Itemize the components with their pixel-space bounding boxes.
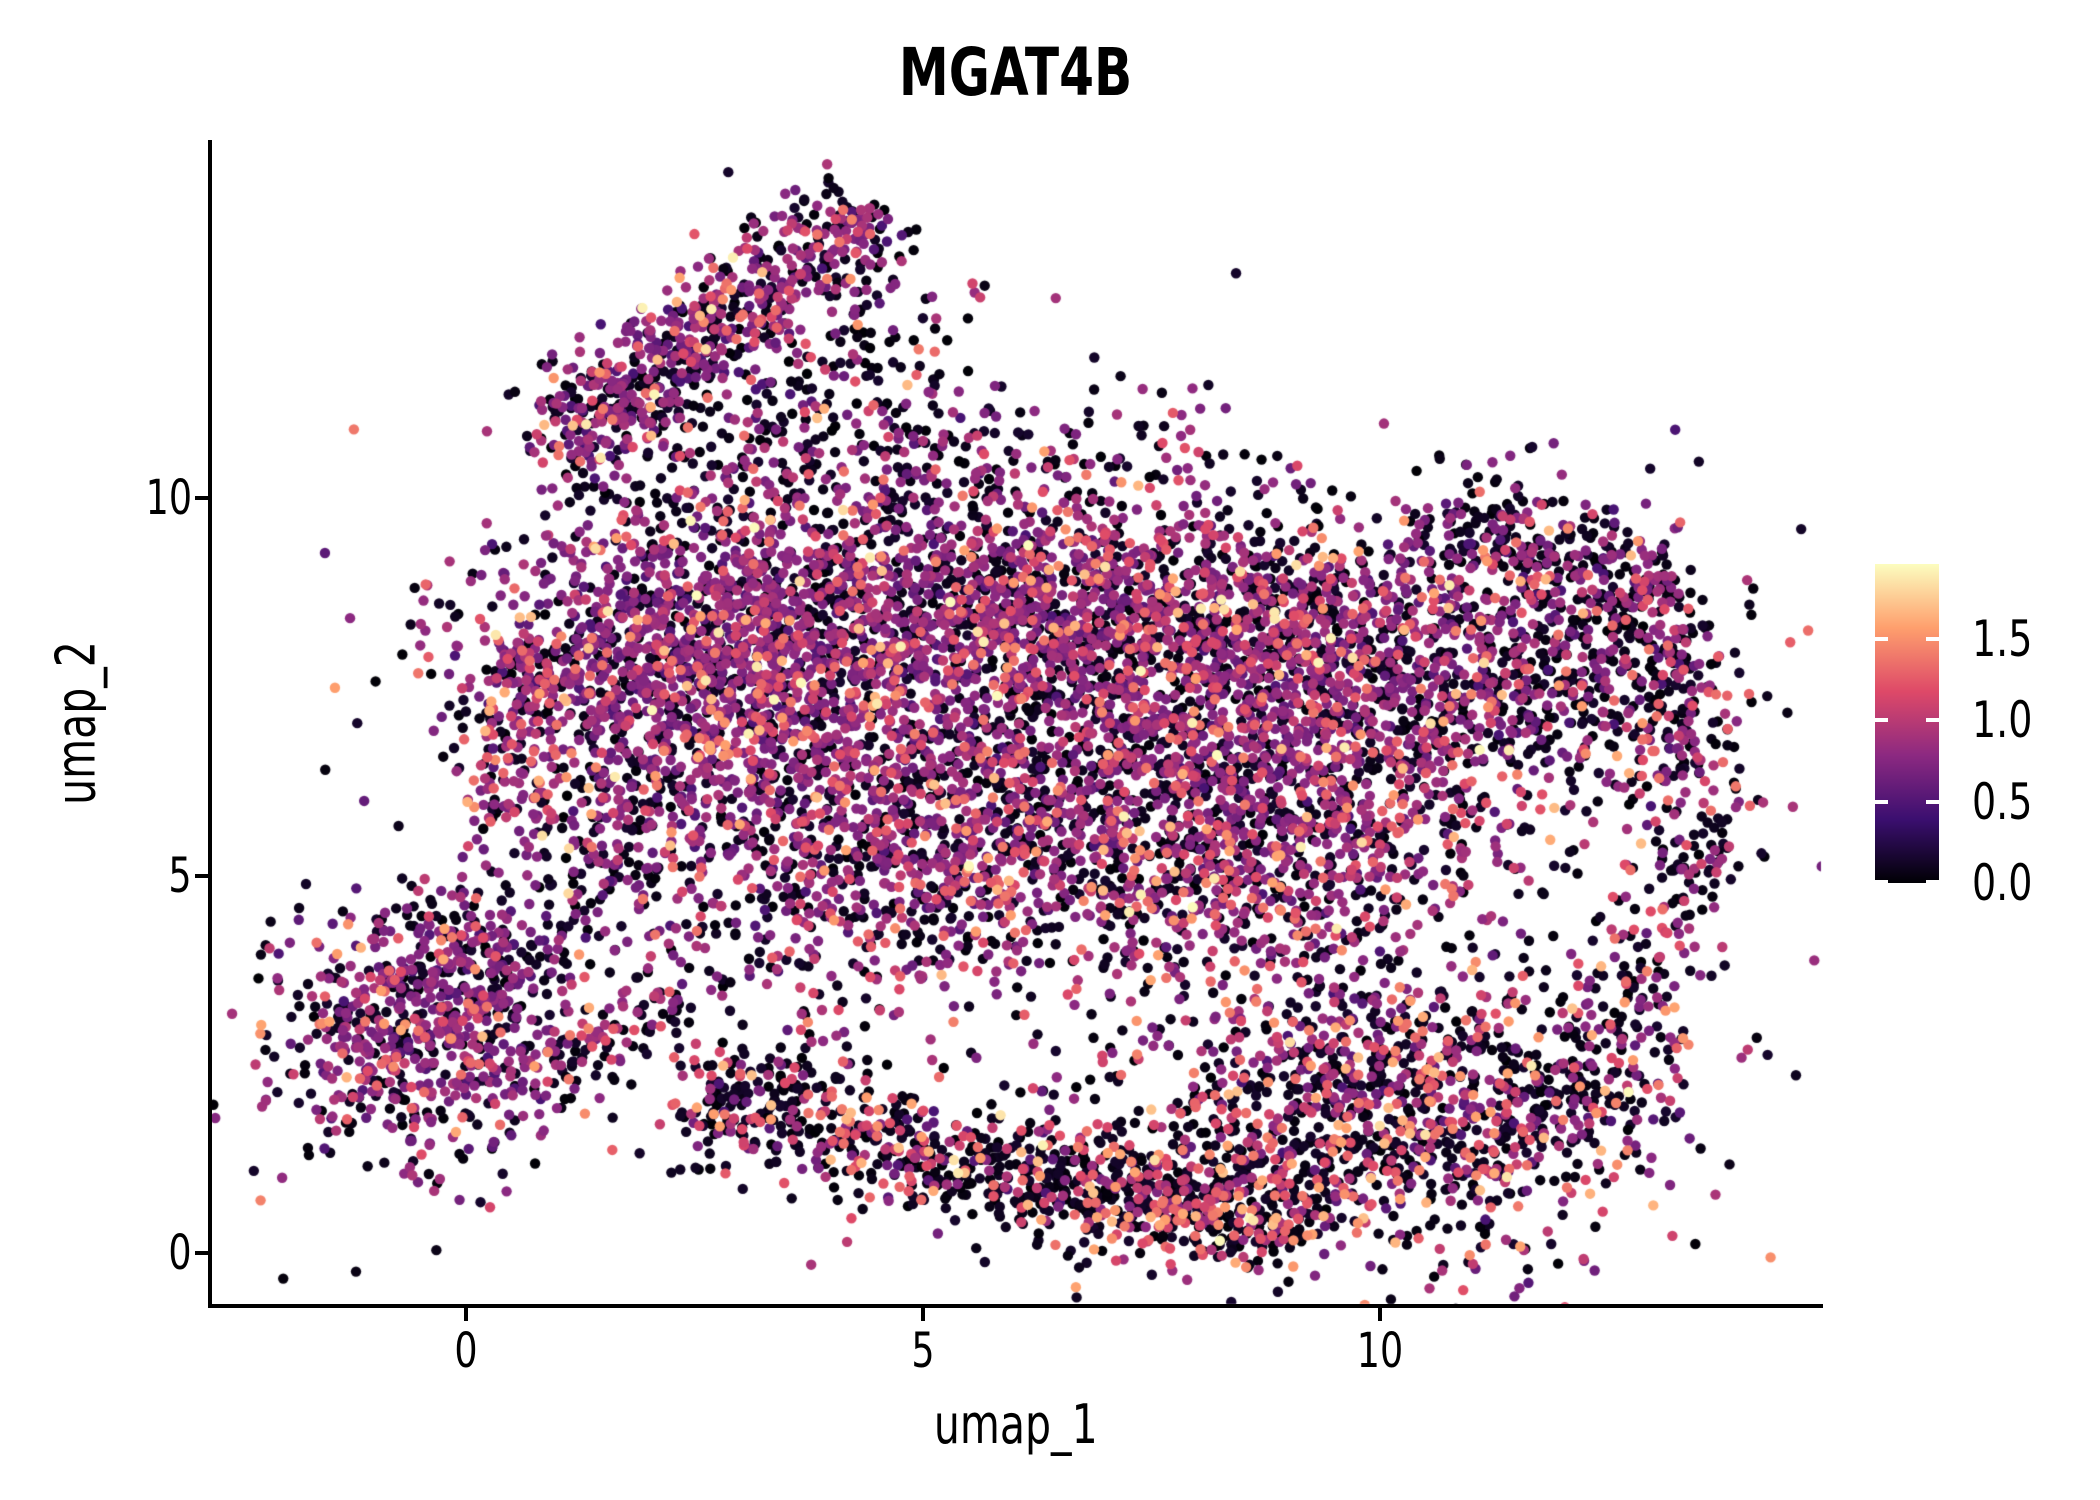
colorbar-tick-right xyxy=(1926,718,1939,723)
y-tick-label: 0 xyxy=(0,1228,192,1278)
colorbar-tick-label: 0.5 xyxy=(1972,776,2052,828)
x-tick-label-text: 0 xyxy=(454,1323,478,1379)
x-tick-label: 5 xyxy=(908,1326,939,1376)
y-tick-label-text: 5 xyxy=(168,847,192,904)
colorbar-tick-right xyxy=(1926,636,1939,641)
y-tick-label: 5 xyxy=(0,851,192,901)
y-axis-label: umap_2 xyxy=(45,641,108,805)
colorbar-tick-label: 0.0 xyxy=(1972,857,2052,909)
x-axis-label: umap_1 xyxy=(210,1396,1821,1454)
colorbar-tick-left xyxy=(1875,718,1888,723)
y-tick-label-text: 0 xyxy=(168,1225,192,1281)
colorbar-tick-label: 1.0 xyxy=(1972,694,2052,746)
x-tick-mark xyxy=(1378,1308,1382,1321)
x-tick-label: 10 xyxy=(1349,1326,1410,1376)
colorbar-tick-left xyxy=(1875,636,1888,641)
x-tick-mark xyxy=(464,1308,468,1321)
colorbar-tick-left xyxy=(1875,799,1888,804)
colorbar-tick-left xyxy=(1875,880,1888,883)
y-tick-mark xyxy=(195,1251,208,1255)
plot-title-text: MGAT4B xyxy=(898,34,1133,111)
colorbar-gradient xyxy=(1875,564,1939,883)
y-tick-label: 10 xyxy=(0,473,192,523)
x-tick-mark xyxy=(921,1308,925,1321)
y-tick-mark xyxy=(195,496,208,500)
colorbar-tick-right xyxy=(1926,880,1939,883)
plot-title: MGAT4B xyxy=(210,38,1821,108)
x-axis-line xyxy=(208,1304,1823,1308)
x-axis-label-text: umap_1 xyxy=(933,1393,1098,1456)
colorbar-tick-label-text: 1.5 xyxy=(1972,609,2033,668)
y-axis-label-text: umap_2 xyxy=(44,641,108,805)
y-tick-mark xyxy=(195,873,208,878)
colorbar-tick-label-text: 0.5 xyxy=(1972,772,2033,831)
colorbar-tick-label-text: 0.0 xyxy=(1972,854,2033,912)
colorbar-tick-label: 1.5 xyxy=(1972,613,2052,665)
colorbar-tick-right xyxy=(1926,799,1939,804)
y-tick-label-text: 10 xyxy=(145,470,192,526)
colorbar-tick-label-text: 1.0 xyxy=(1972,691,2033,750)
x-tick-label: 0 xyxy=(451,1326,482,1376)
y-axis-line xyxy=(208,140,212,1308)
x-tick-label-text: 5 xyxy=(911,1323,935,1379)
x-tick-label-text: 10 xyxy=(1356,1323,1404,1379)
